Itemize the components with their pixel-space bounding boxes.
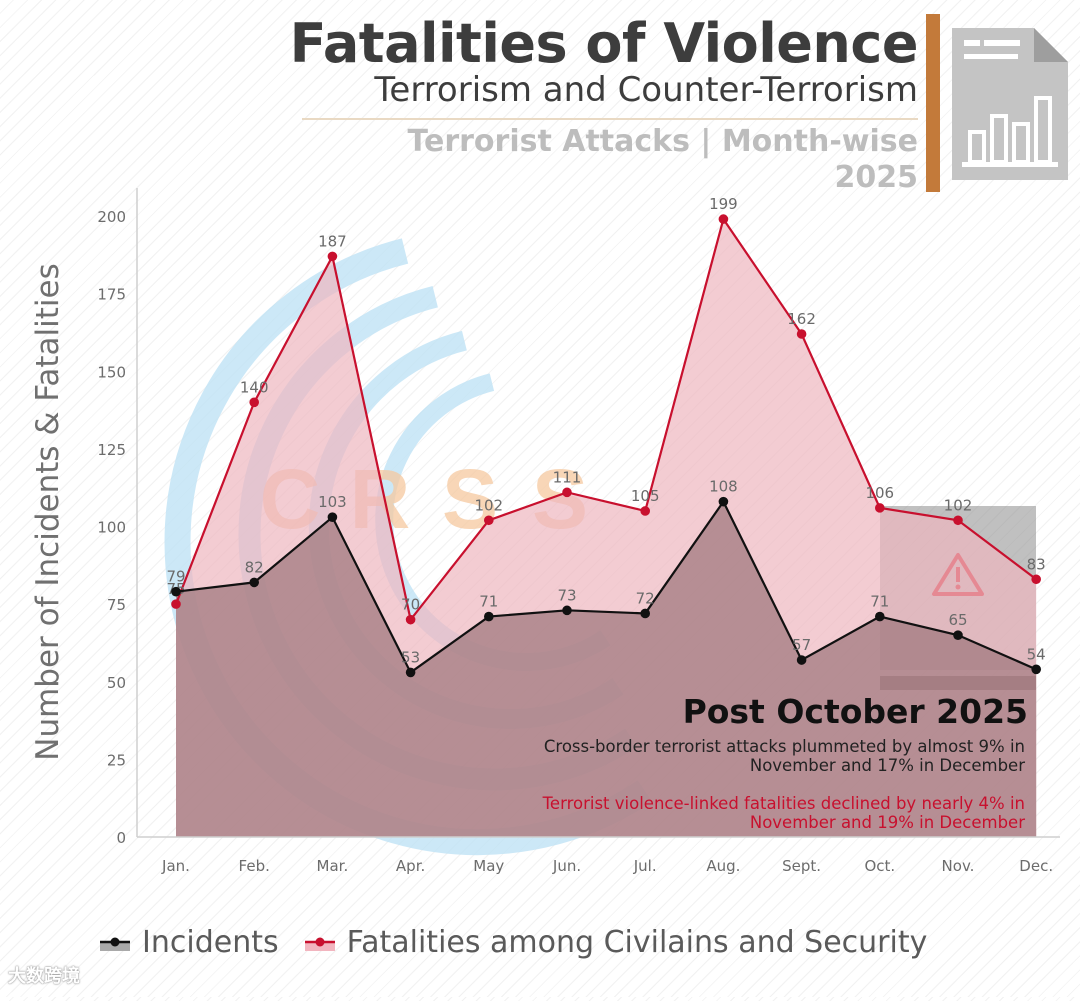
y-tick-label: 25 — [107, 751, 126, 769]
incidents-area — [176, 501, 1037, 837]
y-tick-label: 0 — [116, 829, 126, 847]
fatalities-point — [484, 515, 494, 526]
incidents-point — [405, 667, 416, 678]
y-axis-title: Number of Incidents & Fatalities — [30, 263, 66, 761]
fatalities-point — [718, 214, 729, 224]
fatalities-point — [953, 515, 963, 526]
fatalities-data-label: 70 — [401, 596, 420, 614]
incidents-point — [718, 496, 729, 507]
fatalities-point — [249, 397, 259, 408]
x-tick-label: Nov. — [942, 857, 975, 875]
fatalities-point — [405, 614, 416, 625]
y-tick-label: 150 — [97, 363, 126, 381]
fatalities-data-label: 111 — [553, 468, 582, 486]
y-tick-label: 50 — [107, 674, 126, 692]
incidents-data-label: 103 — [318, 493, 347, 511]
incidents-data-label: 53 — [401, 648, 420, 666]
incidents-data-label: 73 — [557, 586, 576, 604]
x-tick-label: Sept. — [782, 857, 821, 875]
y-tick-label: 200 — [97, 208, 126, 226]
x-tick-label: Oct. — [864, 857, 895, 875]
incidents-point — [640, 608, 650, 619]
legend-marker-incidents — [100, 937, 130, 951]
x-tick-label: Mar. — [317, 857, 349, 875]
legend-label-incidents: Incidents — [142, 924, 279, 960]
fatalities-point — [562, 487, 572, 498]
section-heading: Terrorist Attacks | Month-wise 2025 — [408, 124, 919, 196]
incidents-data-label: 82 — [245, 558, 264, 576]
footer-watermark: 大数跨境 — [8, 966, 80, 987]
incidents-data-label: 72 — [636, 589, 655, 607]
fatalities-point — [640, 506, 650, 516]
x-tick-label: Jul. — [633, 857, 657, 875]
legend-item-fatalities: Fatalities among Civilains and Security — [303, 924, 928, 960]
incidents-data-label: 57 — [792, 636, 811, 654]
y-tick-label: 125 — [97, 441, 126, 459]
incidents-data-label: 65 — [948, 611, 967, 629]
fatalities-data-label: 187 — [318, 232, 347, 250]
fatalities-data-label: 102 — [944, 496, 973, 514]
incidents-point — [249, 577, 259, 588]
incidents-point — [562, 605, 572, 616]
y-tick-label: 75 — [107, 596, 126, 614]
legend-label-fatalities: Fatalities among Civilains and Security — [346, 924, 928, 960]
fatalities-data-label: 140 — [240, 378, 269, 396]
x-tick-label: May — [473, 857, 504, 875]
fatalities-point — [875, 503, 885, 513]
x-tick-label: Jun. — [552, 857, 581, 875]
x-tick-label: Feb. — [239, 857, 270, 875]
incidents-point — [327, 512, 338, 522]
incidents-point — [796, 655, 807, 665]
title-divider — [302, 118, 918, 120]
fatalities-data-label: 102 — [474, 496, 503, 514]
accent-bar — [926, 14, 940, 192]
chart-subtitle: Terrorism and Counter-Terrorism — [374, 70, 918, 110]
incidents-line — [175, 499, 1037, 675]
fatalities-data-label: 162 — [787, 310, 816, 328]
incidents-point — [953, 630, 963, 640]
incidents-point — [875, 611, 885, 622]
fatalities-data-label: 106 — [865, 484, 894, 502]
fatalities-point — [796, 329, 807, 339]
incidents-data-label: 108 — [709, 478, 738, 496]
fatalities-point — [171, 599, 181, 609]
fatalities-line — [174, 216, 1037, 623]
annotation-fatalities-text: Terrorist violence-linked fatalities dec… — [542, 794, 1025, 832]
y-tick-label: 100 — [97, 519, 126, 537]
incidents-data-label: 71 — [870, 593, 889, 611]
x-tick-label: Aug. — [706, 857, 740, 875]
fatalities-data-label: 83 — [1027, 555, 1046, 573]
fatalities-data-label: 105 — [631, 487, 660, 505]
section-heading-year: 2025 — [834, 160, 919, 195]
incidents-point — [171, 586, 181, 597]
annotation-title: Post October 2025 — [682, 692, 1028, 731]
section-heading-line1: Terrorist Attacks | Month-wise — [407, 124, 919, 159]
incidents-point — [484, 611, 494, 622]
fatalities-point — [1031, 574, 1041, 585]
chart-title: Fatalities of Violence — [289, 12, 919, 75]
legend: Incidents Fatalities among Civilains and… — [98, 920, 951, 964]
x-tick-label: Jan. — [161, 857, 190, 875]
y-tick-label: 175 — [97, 286, 126, 304]
fatalities-point — [327, 251, 338, 262]
legend-marker-fatalities — [304, 937, 335, 951]
x-tick-label: Dec. — [1019, 857, 1053, 875]
legend-item-incidents: Incidents — [98, 925, 279, 960]
incidents-data-label: 71 — [479, 593, 498, 611]
x-tick-label: Apr. — [396, 857, 425, 875]
incidents-data-label: 54 — [1027, 645, 1046, 663]
document-chart-icon — [952, 28, 1068, 180]
incidents-point — [1031, 664, 1041, 675]
fatalities-data-label: 199 — [709, 195, 738, 213]
incidents-data-label: 79 — [166, 568, 185, 586]
annotation-incidents-text: Cross-border terrorist attacks plummeted… — [543, 737, 1025, 775]
